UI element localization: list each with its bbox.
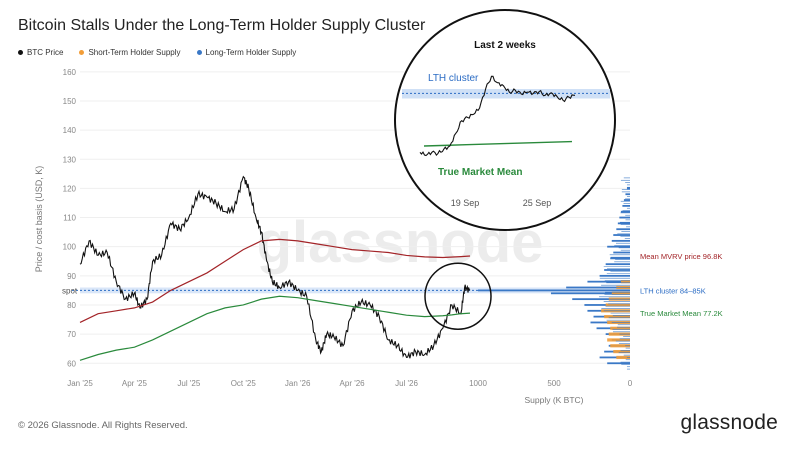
sth-supply-bar bbox=[607, 338, 630, 342]
x-tick-label: Apr '26 bbox=[340, 379, 366, 388]
sth-supply-bar bbox=[605, 303, 630, 307]
mean-mvrv-line bbox=[79, 238, 471, 323]
lth-cluster-band bbox=[80, 287, 630, 294]
y-tick-label: 120 bbox=[63, 184, 77, 193]
lth-supply-bar bbox=[613, 234, 630, 236]
lth-supply-bar bbox=[550, 292, 630, 295]
annotation-label: Mean MVRV price 96.8K bbox=[640, 252, 722, 261]
lth-supply-bar bbox=[599, 356, 630, 359]
supply-tick-label: 1000 bbox=[469, 379, 487, 388]
legend-label: Short-Term Holder Supply bbox=[88, 48, 181, 57]
y-tick-label: 130 bbox=[63, 155, 77, 164]
y-tick-label: 150 bbox=[63, 97, 77, 106]
lth-supply-bar bbox=[623, 199, 630, 201]
spot-label: spot bbox=[62, 286, 78, 295]
lth-supply-bar bbox=[617, 222, 630, 225]
lth-supply-bar bbox=[611, 239, 630, 242]
x-tick-label: Jul '26 bbox=[395, 379, 418, 388]
lth-supply-bar bbox=[607, 245, 630, 248]
legend-item-btc-price: BTC Price bbox=[18, 48, 63, 57]
y-tick-label: 110 bbox=[63, 214, 76, 223]
inset-circle bbox=[394, 9, 616, 231]
lth-supply-bar bbox=[626, 187, 630, 190]
sth-supply-bar bbox=[613, 350, 630, 354]
y-axis-label: Price / cost basis (USD, K) bbox=[34, 166, 44, 273]
glassnode-logo: glassnode bbox=[680, 411, 778, 434]
x-tick-label: Jan '26 bbox=[285, 379, 311, 388]
legend-swatch-lth bbox=[196, 50, 202, 55]
sth-supply-bar bbox=[616, 355, 630, 360]
sth-supply-bar bbox=[611, 291, 630, 295]
true-market-mean-line bbox=[79, 295, 471, 361]
annotation-label: True Market Mean 77.2K bbox=[640, 309, 723, 318]
y-tick-label: 160 bbox=[63, 68, 77, 77]
y-tick-label: 90 bbox=[67, 272, 76, 281]
lth-supply-bar bbox=[610, 257, 630, 260]
sth-supply-bar bbox=[610, 344, 630, 348]
x-tick-label: Jan '25 bbox=[67, 379, 93, 388]
x-tick-label: Jul '25 bbox=[177, 379, 200, 388]
x-axis-label-supply: Supply (K BTC) bbox=[524, 395, 583, 405]
lth-supply-bar bbox=[620, 210, 630, 213]
legend-swatch-btc bbox=[18, 50, 23, 55]
y-tick-label: 60 bbox=[67, 359, 76, 368]
btc-price-line bbox=[79, 175, 471, 359]
supply-tick-label: 500 bbox=[547, 379, 561, 388]
y-tick-label: 80 bbox=[67, 301, 76, 310]
supply-tick-label: 0 bbox=[628, 379, 633, 388]
lth-supply-bar bbox=[622, 204, 630, 207]
sth-supply-bar bbox=[620, 280, 630, 284]
legend: BTC Price Short-Term Holder Supply Long-… bbox=[18, 48, 296, 57]
y-tick-label: 100 bbox=[63, 243, 77, 252]
x-tick-label: Oct '25 bbox=[231, 379, 257, 388]
inset-title: Last 2 weeks bbox=[474, 40, 536, 51]
inset-x-tick: 19 Sep bbox=[451, 198, 480, 208]
lth-supply-bar bbox=[478, 289, 630, 292]
lth-supply-bar bbox=[619, 216, 630, 219]
inset-tmm-line bbox=[423, 140, 573, 147]
lth-supply-bar bbox=[616, 228, 630, 231]
legend-swatch-sth bbox=[79, 50, 85, 55]
lth-supply-bar bbox=[604, 269, 630, 271]
highlight-circle bbox=[424, 262, 492, 330]
lth-supply-bar bbox=[587, 280, 630, 283]
copyright-text: © 2026 Glassnode. All Rights Reserved. bbox=[18, 420, 188, 431]
y-tick-label: 140 bbox=[63, 126, 77, 135]
x-tick-label: Apr '25 bbox=[122, 379, 148, 388]
legend-item-lth-supply: Long-Term Holder Supply bbox=[196, 48, 297, 57]
annotation-label: LTH cluster 84–85K bbox=[640, 286, 706, 295]
sth-supply-bar bbox=[610, 326, 630, 330]
legend-label: BTC Price bbox=[27, 48, 64, 57]
legend-item-sth-supply: Short-Term Holder Supply bbox=[79, 48, 181, 57]
inset-x-tick: 25 Sep bbox=[523, 198, 552, 208]
inset-tmm-label: True Market Mean bbox=[438, 167, 522, 178]
inset-lth-label: LTH cluster bbox=[428, 73, 479, 84]
chart-title: Bitcoin Stalls Under the Long-Term Holde… bbox=[18, 17, 426, 34]
lth-supply-bar bbox=[607, 362, 630, 365]
legend-label: Long-Term Holder Supply bbox=[205, 48, 297, 57]
sth-supply-bar bbox=[608, 332, 630, 336]
sth-supply-bar bbox=[604, 315, 630, 319]
inset-price-line bbox=[419, 75, 576, 157]
y-tick-label: 70 bbox=[67, 330, 76, 339]
